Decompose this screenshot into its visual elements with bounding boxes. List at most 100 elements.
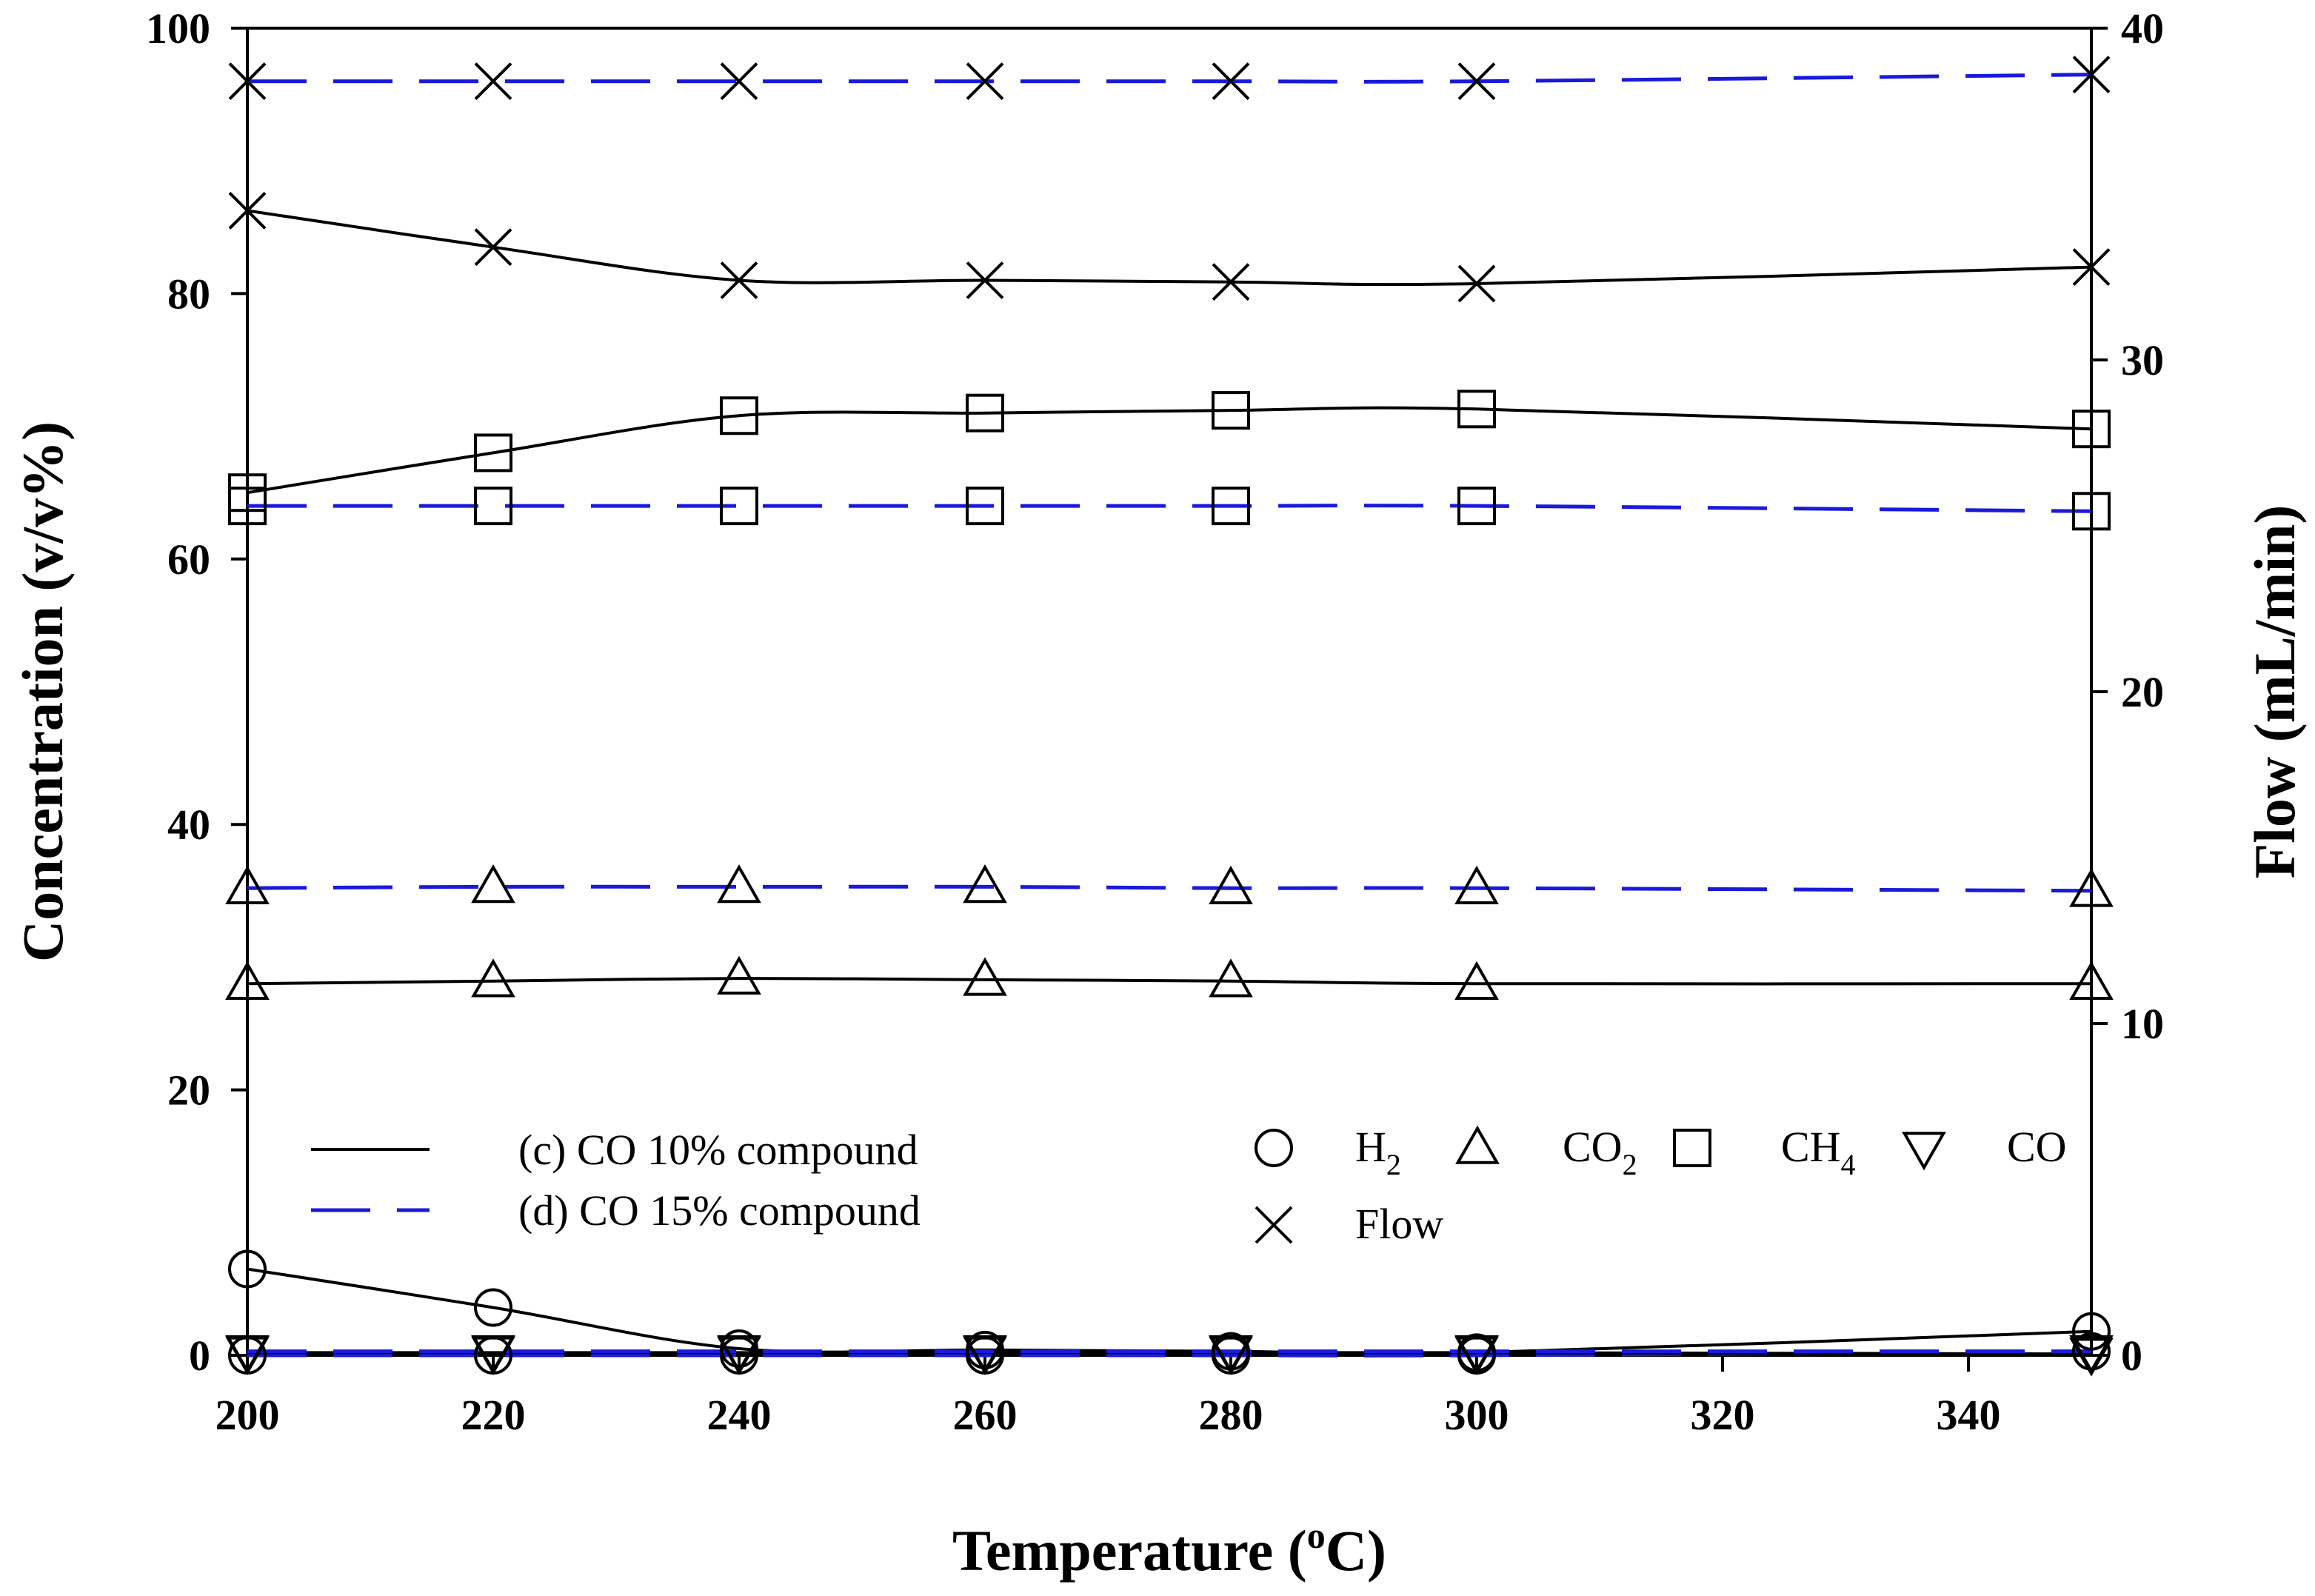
data-point-x-d-260 <box>966 62 1004 101</box>
data-point-triangle-down-d-280 <box>1209 1335 1253 1375</box>
legend-label-main: H <box>1355 1123 1386 1171</box>
data-point-triangle-down-d-260 <box>963 1335 1007 1375</box>
data-point-triangle-down-d-240 <box>717 1335 761 1375</box>
data-point-x-d-350 <box>2072 56 2111 94</box>
y-tick-label: 0 <box>189 1332 210 1380</box>
data-point-square-c-260 <box>966 393 1004 433</box>
data-point-x-d-280 <box>1212 62 1250 101</box>
data-point-x-d-260-stroke-b <box>966 62 1004 101</box>
data-point-triangle-up-c-300 <box>1454 961 1499 1001</box>
data-point-circle-c-350 <box>2072 1312 2111 1351</box>
y2-tick-label: 30 <box>2121 336 2164 384</box>
series-markers <box>225 56 2114 1377</box>
y2-axis-title: Flow (mL/min) <box>2242 505 2307 879</box>
data-point-circle-c-220 <box>474 1288 512 1327</box>
data-point-x-c-350 <box>2072 248 2111 286</box>
data-point-x-c-260-stroke-b <box>966 261 1004 299</box>
legend-marker-Flow <box>1255 1206 1293 1244</box>
legend-marker-CO <box>1902 1132 1946 1171</box>
data-point-x-c-240 <box>720 261 758 299</box>
data-point-square-d-350 <box>2072 492 2111 531</box>
y2-tick-label: 0 <box>2121 1332 2142 1380</box>
y-tick-label: 80 <box>167 270 210 318</box>
data-point-x-d-300 <box>1457 62 1496 101</box>
data-point-square-d-220 <box>474 487 512 526</box>
x-axis-title: Temperature (oC) <box>952 1515 1386 1583</box>
legend-label-main: Flow <box>1355 1200 1443 1248</box>
y-axis-title: Concentration (v/v%) <box>10 421 75 962</box>
data-point-square-c-280 <box>1212 391 1250 430</box>
data-point-square-d-280 <box>1212 487 1250 526</box>
series-line-x-c <box>247 209 2092 287</box>
data-point-triangle-up-c-280 <box>1209 958 1253 998</box>
data-point-x-c-300-stroke-b <box>1457 264 1496 303</box>
data-point-x-c-280-stroke-b <box>1212 263 1250 301</box>
legend-label-subscript: 2 <box>1623 1148 1637 1181</box>
data-point-x-d-200 <box>228 62 267 101</box>
data-point-x-c-200 <box>228 191 267 230</box>
data-point-x-d-240 <box>720 62 758 101</box>
legend-label-main: CO <box>1563 1123 1623 1171</box>
data-point-square-c-300 <box>1457 390 1496 429</box>
legend-label-H2: H2 <box>1355 1123 1401 1181</box>
legend-label-Flow: Flow <box>1355 1200 1443 1248</box>
legend-label-CH4: CH4 <box>1781 1123 1856 1181</box>
data-point-triangle-down-d-350 <box>2069 1335 2114 1375</box>
data-point-triangle-down-d-200 <box>225 1335 270 1375</box>
data-point-triangle-down-d-220 <box>471 1335 515 1375</box>
data-point-x-c-350-stroke-b <box>2072 248 2111 286</box>
series-line-circle-c <box>247 1267 2092 1356</box>
x-tick-label: 260 <box>953 1391 1018 1439</box>
legend-marker-Flow-stroke-b <box>1255 1206 1293 1244</box>
series-line-square-c <box>247 406 2092 495</box>
data-point-x-d-280-stroke-b <box>1212 62 1250 101</box>
legend-label-main: CH <box>1781 1123 1841 1171</box>
x-tick-label: 200 <box>216 1391 280 1439</box>
data-point-x-c-240-stroke-b <box>720 261 758 299</box>
data-point-triangle-up-d-220 <box>471 864 515 904</box>
data-point-x-d-220-stroke-b <box>474 62 512 101</box>
data-point-triangle-up-c-260 <box>963 957 1007 996</box>
data-point-x-d-220 <box>474 62 512 101</box>
data-point-square-d-260 <box>966 487 1004 526</box>
data-point-x-d-240-stroke-b <box>720 62 758 101</box>
x-tick-label: 300 <box>1445 1391 1509 1439</box>
data-point-square-c-350 <box>2072 410 2111 449</box>
legend-label-main: CO <box>2007 1123 2067 1171</box>
series-line-triangle-up-c <box>247 977 2092 986</box>
x-tick-label: 320 <box>1691 1391 1755 1439</box>
data-point-x-c-300 <box>1457 264 1496 303</box>
data-point-x-d-350-stroke-b <box>2072 56 2111 94</box>
data-point-triangle-up-c-350 <box>2069 961 2114 1001</box>
data-point-triangle-up-c-200 <box>225 961 270 1001</box>
legend-marker-CH4 <box>1673 1129 1711 1167</box>
data-point-triangle-up-d-300 <box>1454 865 1499 905</box>
data-point-square-c-220 <box>474 433 512 473</box>
data-point-x-c-200-stroke-b <box>228 191 267 230</box>
legend-marker-H2 <box>1255 1129 1293 1167</box>
data-point-triangle-up-d-240 <box>717 864 761 904</box>
legend-label-CO2: CO2 <box>1563 1123 1637 1181</box>
legend-label-d: (d) CO 15% compound <box>518 1186 921 1235</box>
series-line-square-d <box>247 504 2092 513</box>
legend-label-subscript: 2 <box>1386 1148 1401 1181</box>
legend: (c) CO 10% compound(d) CO 15% compoundH2… <box>311 1123 2067 1248</box>
y-tick-label: 100 <box>146 4 210 53</box>
data-point-x-c-260 <box>966 261 1004 299</box>
y-tick-label: 40 <box>167 801 210 849</box>
legend-marker-CO2 <box>1455 1125 1500 1164</box>
data-point-x-c-220-stroke-b <box>474 228 512 267</box>
y-tick-label: 60 <box>167 535 210 584</box>
axes: 200 220 240 260 280 300 320 3400204060801000102… <box>146 4 2164 1439</box>
data-point-triangle-up-c-220 <box>471 958 515 998</box>
data-point-circle-c-200 <box>228 1249 267 1289</box>
legend-label-subscript: 4 <box>1841 1148 1856 1181</box>
x-tick-label: 340 <box>1937 1391 2001 1439</box>
data-point-square-d-240 <box>720 487 758 526</box>
legend-label-c: (c) CO 10% compound <box>518 1126 918 1174</box>
y2-tick-label: 10 <box>2121 1000 2164 1048</box>
x-tick-label: 280 <box>1199 1391 1263 1439</box>
x-tick-label: 220 <box>461 1391 526 1439</box>
y-tick-label: 20 <box>167 1066 210 1115</box>
